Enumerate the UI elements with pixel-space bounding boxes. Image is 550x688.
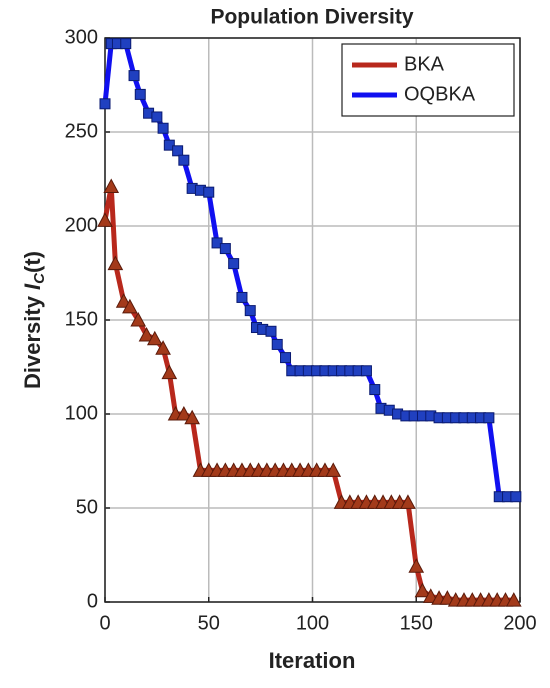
marker bbox=[408, 558, 425, 573]
plot-frame bbox=[104, 37, 521, 603]
x-tick-label: 200 bbox=[503, 612, 536, 634]
marker bbox=[271, 338, 283, 350]
y-axis-label: Diversity IC(t) bbox=[20, 251, 48, 389]
marker bbox=[280, 352, 292, 364]
marker bbox=[211, 237, 223, 249]
marker bbox=[176, 405, 192, 421]
marker bbox=[138, 326, 155, 342]
marker bbox=[265, 325, 277, 337]
x-tick-label: 0 bbox=[99, 612, 110, 634]
legend-box bbox=[341, 43, 515, 117]
marker bbox=[99, 98, 111, 110]
y-label-subscript: C bbox=[31, 272, 48, 284]
marker bbox=[244, 305, 256, 317]
marker bbox=[219, 243, 231, 255]
y-label-argument: (t) bbox=[20, 251, 45, 273]
marker bbox=[146, 330, 163, 346]
x-tick-label: 50 bbox=[198, 612, 220, 634]
marker bbox=[400, 494, 416, 509]
marker bbox=[203, 186, 215, 198]
marker bbox=[325, 462, 342, 477]
y-tick-label: 0 bbox=[87, 590, 98, 612]
x-tick-label: 100 bbox=[296, 612, 329, 634]
marker bbox=[510, 491, 522, 503]
x-tick-label: 150 bbox=[400, 612, 433, 634]
marker bbox=[172, 145, 184, 157]
x-axis-label: Iteration bbox=[269, 648, 356, 673]
y-label-symbol: I bbox=[20, 283, 45, 290]
marker bbox=[414, 582, 431, 598]
legend-label: OQBKA bbox=[404, 83, 476, 105]
marker bbox=[228, 258, 240, 270]
y-tick-label: 150 bbox=[65, 308, 98, 330]
marker bbox=[369, 384, 381, 396]
y-tick-label: 50 bbox=[76, 496, 98, 518]
marker bbox=[103, 178, 120, 194]
y-tick-label: 300 bbox=[65, 26, 98, 48]
marker bbox=[107, 255, 124, 271]
marker bbox=[97, 212, 113, 227]
marker bbox=[178, 154, 190, 166]
marker bbox=[505, 592, 522, 607]
legend-label: BKA bbox=[404, 53, 445, 75]
chart-title: Population Diversity bbox=[210, 6, 413, 29]
marker bbox=[130, 311, 147, 327]
marker bbox=[360, 365, 372, 377]
marker bbox=[120, 38, 132, 50]
marker bbox=[161, 364, 178, 380]
series-line bbox=[102, 184, 514, 603]
y-tick-label: 100 bbox=[65, 402, 98, 424]
marker bbox=[483, 412, 495, 424]
marker bbox=[155, 340, 171, 355]
marker bbox=[163, 139, 175, 151]
marker bbox=[128, 70, 140, 82]
y-tick-label: 250 bbox=[65, 120, 98, 142]
marker bbox=[236, 291, 248, 303]
marker bbox=[151, 111, 163, 123]
marker bbox=[122, 298, 138, 314]
marker bbox=[134, 88, 146, 100]
y-tick-label: 200 bbox=[65, 214, 98, 236]
y-label-text: Diversity bbox=[20, 290, 45, 389]
marker bbox=[157, 122, 169, 134]
marker bbox=[184, 409, 200, 425]
